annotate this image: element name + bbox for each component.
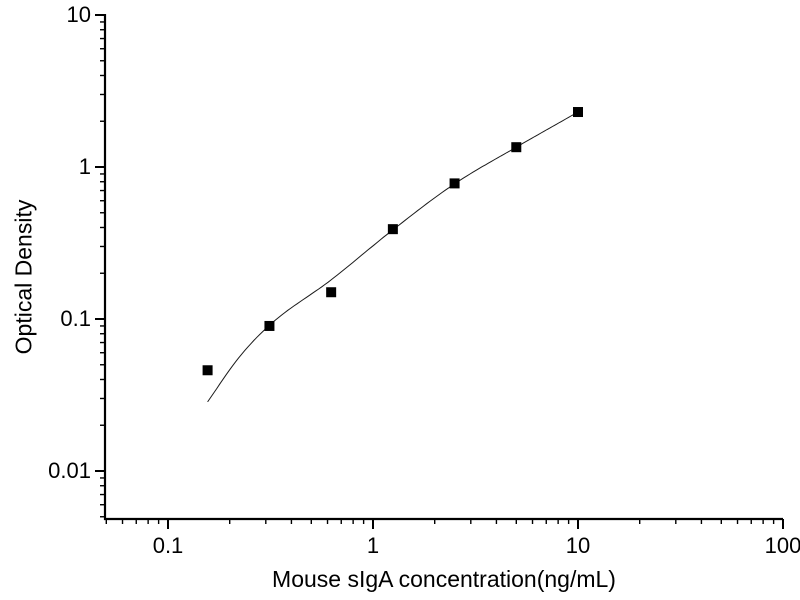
axes-frame bbox=[103, 14, 783, 521]
y-tick-label-10: 10 bbox=[67, 2, 91, 27]
x-axis-title: Mouse sIgA concentration(ng/mL) bbox=[272, 566, 616, 592]
data-point-marker-4 bbox=[387, 224, 398, 235]
x-tick-label-10: 10 bbox=[566, 533, 590, 558]
y-tick-label-0.01: 0.01 bbox=[48, 458, 91, 483]
y-tick-label-1: 1 bbox=[79, 154, 91, 179]
x-tick-label-0.1: 0.1 bbox=[153, 533, 184, 558]
data-point-marker-7 bbox=[573, 107, 583, 118]
y-tick-label-0.1: 0.1 bbox=[60, 306, 91, 331]
fitted-curve bbox=[207, 111, 579, 403]
data-point-marker-3 bbox=[326, 287, 337, 298]
x-tick-label-100: 100 bbox=[765, 533, 800, 558]
x-tick-label-1: 1 bbox=[367, 533, 379, 558]
data-point-marker-2 bbox=[264, 320, 275, 331]
data-point-marker-6 bbox=[511, 142, 522, 153]
y-axis-title: Optical Density bbox=[10, 199, 37, 355]
data-point-marker-5 bbox=[449, 178, 460, 189]
data-point-marker-1 bbox=[202, 365, 213, 376]
